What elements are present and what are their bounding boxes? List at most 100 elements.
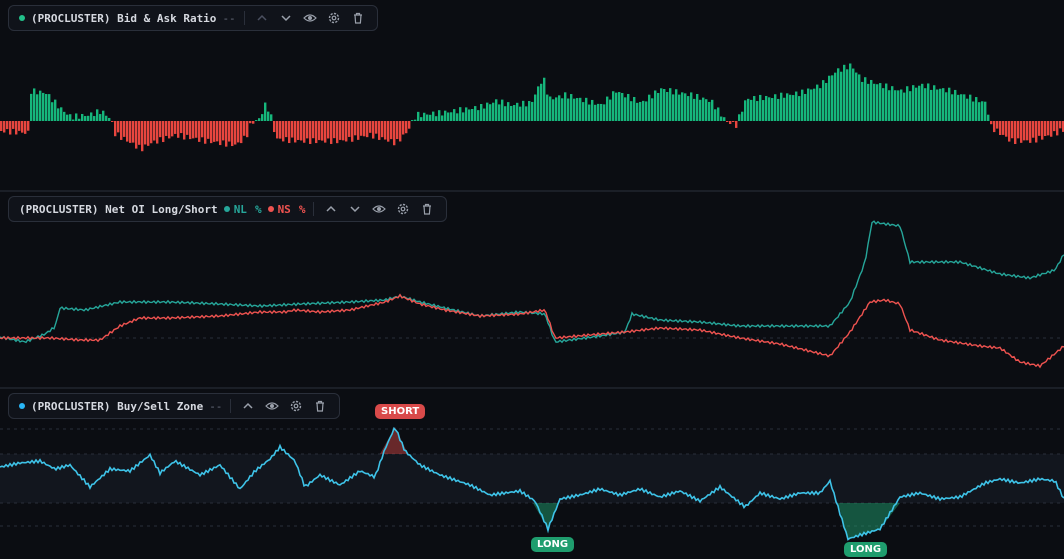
histogram-bar <box>999 121 1002 136</box>
histogram-bar <box>345 121 348 142</box>
visibility-button[interactable] <box>263 397 281 415</box>
histogram-bar <box>915 87 918 121</box>
histogram-bar <box>378 121 381 140</box>
histogram-bar <box>276 121 279 139</box>
histogram-bar <box>480 104 483 121</box>
histogram-bar <box>801 89 804 121</box>
series-name: NL <box>233 202 247 216</box>
histogram-bar <box>621 92 624 121</box>
legend-buy-sell[interactable]: (PROCLUSTER) Buy/Sell Zone -- <box>8 393 341 419</box>
histogram-bar <box>12 121 15 129</box>
move-down-button[interactable] <box>346 200 364 218</box>
histogram-bar <box>816 84 819 121</box>
pane-bid-ask: (PROCLUSTER) Bid & Ask Ratio -- <box>0 0 1064 190</box>
histogram-bar <box>804 93 807 121</box>
histogram-bar <box>45 94 48 121</box>
histogram-bar <box>516 102 519 121</box>
histogram-bar <box>648 94 651 121</box>
histogram-bar <box>1023 121 1026 141</box>
histogram-bar <box>93 116 96 121</box>
histogram-bar <box>855 72 858 121</box>
visibility-button[interactable] <box>301 9 319 27</box>
histogram-bar <box>117 121 120 133</box>
histogram-bar <box>78 118 81 121</box>
histogram-bar <box>1008 121 1011 142</box>
histogram-bar <box>831 75 834 121</box>
histogram-bar <box>240 121 243 144</box>
histogram-bar <box>543 77 546 121</box>
histogram-bar <box>807 88 810 121</box>
histogram-bar <box>936 89 939 121</box>
histogram-bar <box>891 86 894 121</box>
move-up-button[interactable] <box>239 397 257 415</box>
remove-button[interactable] <box>349 9 367 27</box>
histogram-bar <box>540 83 543 121</box>
histogram-bar <box>885 83 888 121</box>
histogram-bar <box>864 77 867 121</box>
short-signal-tag: SHORT <box>375 404 426 419</box>
histogram-bar <box>798 96 801 121</box>
histogram-bar <box>468 109 471 121</box>
histogram-bar <box>114 121 117 137</box>
move-up-button[interactable] <box>253 9 271 27</box>
legend-bid-ask[interactable]: (PROCLUSTER) Bid & Ask Ratio -- <box>8 5 378 31</box>
histogram-bar <box>87 115 90 121</box>
histogram-bar <box>747 98 750 121</box>
histogram-bar <box>1059 121 1062 129</box>
remove-button[interactable] <box>418 200 436 218</box>
histogram-bar <box>258 118 261 121</box>
indicator-value: -- <box>209 399 223 413</box>
histogram-bar <box>750 99 753 121</box>
histogram-bar <box>351 121 354 142</box>
settings-button[interactable] <box>287 397 305 415</box>
histogram-bar <box>738 114 741 121</box>
pane-divider[interactable] <box>0 190 1064 192</box>
histogram-bar <box>396 121 399 140</box>
settings-button[interactable] <box>394 200 412 218</box>
histogram-bar <box>423 112 426 121</box>
histogram-bar <box>399 121 402 142</box>
histogram-bar <box>732 121 735 122</box>
histogram-bar <box>918 85 921 121</box>
short-zone-fill <box>380 427 408 454</box>
histogram-bar <box>36 94 39 121</box>
histogram-bar <box>597 103 600 121</box>
histogram-bar <box>642 100 645 121</box>
histogram-bar <box>27 121 30 131</box>
series-dot <box>19 15 25 21</box>
indicator-value: -- <box>222 11 236 25</box>
histogram-bar <box>513 105 516 121</box>
legend-net-oi[interactable]: (PROCLUSTER) Net OI Long/Short NL % NS % <box>8 196 448 222</box>
remove-button[interactable] <box>311 397 329 415</box>
move-up-button[interactable] <box>322 200 340 218</box>
histogram-bar <box>618 92 621 121</box>
histogram-bar <box>819 88 822 121</box>
histogram-bar <box>429 114 432 121</box>
histogram-bar <box>1005 121 1008 137</box>
histogram-bar <box>156 121 159 144</box>
histogram-bar <box>525 106 528 121</box>
pane-divider[interactable] <box>0 387 1064 389</box>
histogram-bar <box>435 116 438 121</box>
series-name: NS <box>277 202 291 216</box>
histogram-bar <box>840 71 843 121</box>
histogram-bar <box>231 121 234 147</box>
indicator-title: (PROCLUSTER) Bid & Ask Ratio <box>31 11 217 25</box>
long-zone-fill <box>533 503 558 529</box>
histogram-bar <box>141 121 144 152</box>
settings-button[interactable] <box>325 9 343 27</box>
histogram-bar <box>162 121 165 143</box>
histogram-bar <box>705 99 708 121</box>
histogram-bar <box>414 119 417 121</box>
histogram-bar <box>282 121 285 142</box>
visibility-button[interactable] <box>370 200 388 218</box>
histogram-bar <box>465 107 468 121</box>
eye-icon <box>302 14 317 22</box>
histogram-bar <box>717 107 720 121</box>
move-down-button[interactable] <box>277 9 295 27</box>
histogram-bar <box>654 90 657 121</box>
histogram-bar <box>126 121 129 142</box>
histogram-bar <box>507 102 510 121</box>
histogram-bar <box>783 97 786 121</box>
histogram-bar <box>189 121 192 140</box>
